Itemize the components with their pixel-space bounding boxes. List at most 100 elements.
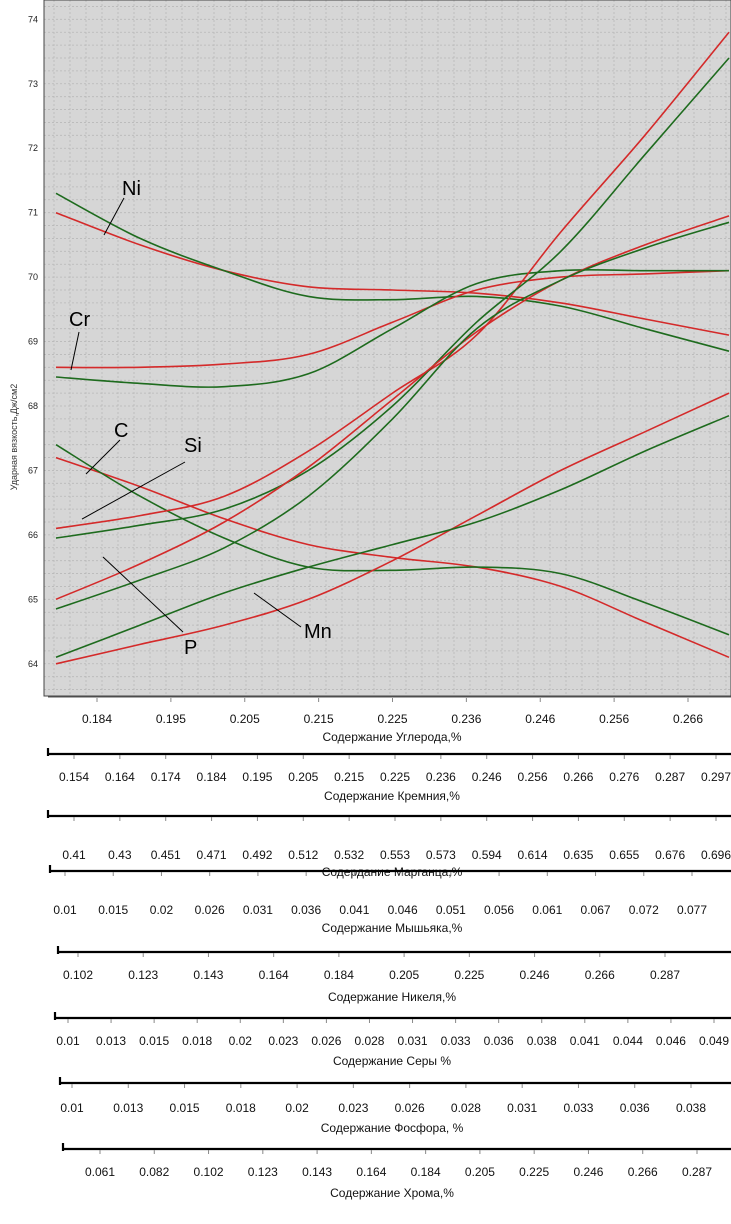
- x-tick-label: 0.015: [139, 1034, 169, 1048]
- x-tick-label: 0.451: [151, 848, 181, 862]
- x-tick-label: 0.266: [585, 968, 615, 982]
- x-tick-label: 0.031: [398, 1034, 428, 1048]
- x-tick-label: 0.236: [451, 712, 481, 726]
- y-tick-label: 70: [28, 272, 38, 282]
- x-tick-label: 0.236: [426, 770, 456, 784]
- x-tick-label: 0.205: [230, 712, 260, 726]
- x-tick-label: 0.023: [338, 1101, 368, 1115]
- x-tick-label: 0.061: [532, 903, 562, 917]
- y-tick-label: 69: [28, 337, 38, 347]
- series-line-red: [55, 215, 730, 601]
- x-tick-label: 0.246: [520, 968, 550, 982]
- x-tick-label: 0.02: [150, 903, 174, 917]
- x-tick-label: 0.031: [507, 1101, 537, 1115]
- x-tick-label: 0.492: [242, 848, 272, 862]
- x-tick-label: 0.028: [354, 1034, 384, 1048]
- x-tick-label: 0.266: [563, 770, 593, 784]
- series-line-green: [55, 192, 730, 352]
- series-line-red: [55, 269, 730, 369]
- x-tick-label: 0.573: [426, 848, 456, 862]
- x-tick-label: 0.205: [389, 968, 419, 982]
- curve-label-cr: Cr: [69, 309, 90, 331]
- leader-line-p: [102, 556, 184, 633]
- x-axis-5: 0.102 0.123 0.143 0.164 0.184 0.205 0.225 0.246…: [56, 946, 731, 1004]
- x-axis-8: 0.061 0.082 0.102 0.123 0.143 0.164 0.184 0.205…: [61, 1143, 731, 1200]
- x-tick-label: 0.594: [472, 848, 502, 862]
- x-tick-label: 0.041: [570, 1034, 600, 1048]
- y-tick-label: 67: [28, 465, 38, 475]
- x-tick-label: 0.471: [197, 848, 227, 862]
- x-tick-label: 0.01: [60, 1101, 84, 1115]
- x-tick-label: 0.028: [451, 1101, 481, 1115]
- x-tick-label: 0.036: [620, 1101, 650, 1115]
- x-tick-label: 0.512: [288, 848, 318, 862]
- curve-label-p: P: [184, 637, 197, 659]
- x-tick-label: 0.038: [527, 1034, 557, 1048]
- x-tick-label: 0.287: [655, 770, 685, 784]
- series-group: [55, 31, 730, 665]
- x-tick-label: 0.184: [411, 1165, 441, 1179]
- x-tick-label: 0.553: [380, 848, 410, 862]
- x-tick-label: 0.635: [563, 848, 593, 862]
- plot-area: 64 65 66 67 68 69 70 71 72 73 74 Ударная вязкость,Д…: [9, 0, 731, 697]
- series-line-red: [55, 31, 730, 530]
- x-tick-label: 0.082: [139, 1165, 169, 1179]
- x-tick-label: 0.195: [242, 770, 272, 784]
- curve-label-c: C: [114, 420, 128, 442]
- x-tick-label: 0.184: [324, 968, 354, 982]
- x-axis-3: 0.41 0.43 0.451 0.471 0.492 0.512 0.532 0.553 0.…: [46, 810, 731, 879]
- x-tick-label: 0.655: [609, 848, 639, 862]
- x-tick-label: 0.01: [56, 1034, 80, 1048]
- x-tick-label: 0.02: [285, 1101, 309, 1115]
- grid: [44, 0, 731, 696]
- x-tick-label: 0.018: [226, 1101, 256, 1115]
- x-tick-label: 0.143: [193, 968, 223, 982]
- leader-line-ni: [103, 197, 125, 236]
- y-tick-label: 72: [28, 143, 38, 153]
- x-tick-label: 0.026: [195, 903, 225, 917]
- x-tick-label: 0.195: [156, 712, 186, 726]
- x-axis-title: Содержание Никеля,%: [328, 990, 456, 1004]
- x-tick-label: 0.046: [388, 903, 418, 917]
- x-axes-group: 0.184 0.195 0.205 0.215 0.225 0.236 0.246 0.256…: [46, 696, 731, 1200]
- x-tick-label: 0.044: [613, 1034, 643, 1048]
- x-tick-label: 0.026: [311, 1034, 341, 1048]
- x-axis-6: 0.01 0.013 0.015 0.018 0.02 0.023 0.026 0.028 0.…: [53, 1012, 731, 1068]
- x-tick-label: 0.164: [356, 1165, 386, 1179]
- leader-line-mn: [253, 592, 302, 628]
- x-tick-label: 0.018: [182, 1034, 212, 1048]
- x-axis-title: Содержание Хрома,%: [330, 1186, 454, 1200]
- x-tick-label: 0.266: [628, 1165, 658, 1179]
- x-tick-label: 0.256: [599, 712, 629, 726]
- series-line-red: [55, 456, 730, 659]
- x-tick-label: 0.225: [377, 712, 407, 726]
- x-tick-label: 0.031: [243, 903, 273, 917]
- x-tick-label: 0.123: [248, 1165, 278, 1179]
- x-tick-label: 0.072: [629, 903, 659, 917]
- x-tick-label: 0.102: [63, 968, 93, 982]
- x-tick-label: 0.215: [334, 770, 364, 784]
- x-tick-label: 0.676: [655, 848, 685, 862]
- curve-labels: Ni Cr C Si P Mn: [69, 178, 332, 659]
- x-tick-label: 0.033: [563, 1101, 593, 1115]
- x-tick-label: 0.013: [96, 1034, 126, 1048]
- x-tick-label: 0.067: [581, 903, 611, 917]
- x-tick-label: 0.077: [677, 903, 707, 917]
- x-tick-label: 0.205: [288, 770, 318, 784]
- leader-line-cr: [70, 331, 80, 371]
- x-tick-label: 0.01: [53, 903, 77, 917]
- x-tick-label: 0.013: [113, 1101, 143, 1115]
- x-axis-4: 0.01 0.015 0.02 0.026 0.031 0.036 0.041 0.046 0.…: [48, 865, 731, 935]
- x-tick-label: 0.174: [151, 770, 181, 784]
- x-tick-label: 0.049: [699, 1034, 729, 1048]
- y-tick-label: 73: [28, 79, 38, 89]
- x-tick-label: 0.532: [334, 848, 364, 862]
- x-tick-label: 0.184: [197, 770, 227, 784]
- x-tick-label: 0.036: [484, 1034, 514, 1048]
- plot-border: [43, 0, 731, 697]
- x-axis-title: Содержание Кремния,%: [324, 789, 460, 803]
- series-line-green: [55, 221, 730, 610]
- y-tick-label: 64: [28, 659, 38, 669]
- x-tick-label: 0.051: [436, 903, 466, 917]
